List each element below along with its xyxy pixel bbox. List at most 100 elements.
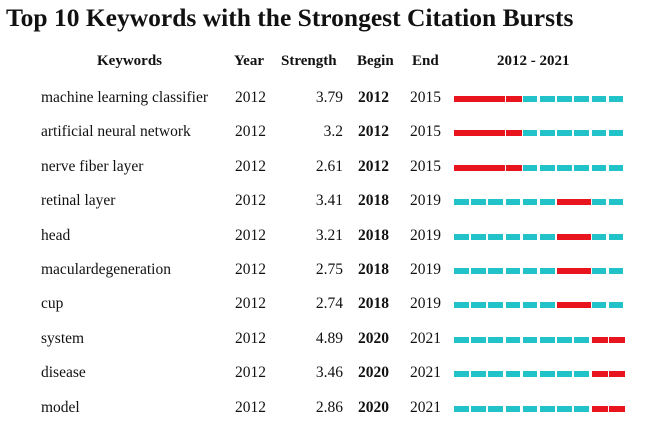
baseline-segment bbox=[505, 302, 521, 309]
keyword-cell: maculardegeneration bbox=[41, 261, 171, 278]
strength-cell: 4.89 bbox=[315, 329, 343, 347]
baseline-segment bbox=[591, 164, 607, 171]
baseline-segment bbox=[574, 336, 590, 343]
burst-timeline bbox=[454, 130, 626, 137]
burst-segment bbox=[471, 164, 488, 171]
strength-cell: 2.75 bbox=[315, 261, 343, 278]
baseline-segment bbox=[591, 268, 607, 274]
baseline-segment bbox=[522, 233, 538, 240]
year-cell: 2012 bbox=[235, 364, 266, 382]
baseline-segment bbox=[522, 199, 538, 206]
burst-segment bbox=[505, 164, 523, 171]
strength-cell: 2.61 bbox=[315, 157, 343, 175]
end-cell: 2015 bbox=[410, 123, 441, 141]
baseline-segment bbox=[505, 268, 521, 274]
year-cell: 2012 bbox=[235, 398, 266, 416]
strength-cell: 3.41 bbox=[315, 192, 343, 210]
table-row: system 2012 4.89 2020 2021 bbox=[0, 325, 671, 359]
table-row: head 2012 3.21 2018 2019 bbox=[0, 222, 671, 256]
baseline-segment bbox=[454, 302, 469, 309]
burst-segment bbox=[471, 96, 488, 102]
baseline-segment bbox=[540, 199, 555, 206]
burst-timeline bbox=[454, 268, 626, 274]
baseline-segment bbox=[471, 405, 486, 412]
burst-segment bbox=[574, 233, 592, 240]
keyword-cell: model bbox=[41, 398, 80, 416]
baseline-segment bbox=[488, 405, 504, 412]
burst-timeline bbox=[454, 199, 626, 206]
baseline-segment bbox=[540, 371, 555, 378]
baseline-segment bbox=[557, 130, 572, 137]
baseline-segment bbox=[522, 371, 538, 378]
baseline-segment bbox=[540, 268, 555, 274]
baseline-segment bbox=[505, 199, 521, 206]
baseline-segment bbox=[471, 233, 486, 240]
begin-cell: 2020 bbox=[358, 398, 389, 416]
baseline-segment bbox=[522, 96, 538, 102]
keyword-cell: nerve fiber layer bbox=[41, 157, 144, 175]
baseline-segment bbox=[471, 371, 486, 378]
baseline-segment bbox=[608, 130, 624, 137]
keyword-cell: system bbox=[41, 329, 85, 347]
begin-cell: 2012 bbox=[358, 157, 389, 175]
strength-cell: 3.46 bbox=[315, 364, 343, 382]
baseline-segment bbox=[591, 96, 607, 102]
burst-segment bbox=[591, 336, 609, 343]
baseline-segment bbox=[488, 268, 504, 274]
burst-segment bbox=[557, 199, 574, 206]
begin-cell: 2020 bbox=[358, 364, 389, 382]
baseline-segment bbox=[505, 405, 521, 412]
keyword-cell: artificial neural network bbox=[41, 123, 191, 141]
baseline-segment bbox=[557, 371, 572, 378]
baseline-segment bbox=[454, 199, 469, 206]
baseline-segment bbox=[557, 405, 572, 412]
table-row: disease 2012 3.46 2020 2021 bbox=[0, 359, 671, 393]
baseline-segment bbox=[608, 268, 624, 274]
baseline-segment bbox=[591, 302, 607, 309]
baseline-segment bbox=[574, 371, 590, 378]
strength-cell: 3.21 bbox=[315, 226, 343, 244]
year-cell: 2012 bbox=[235, 226, 266, 244]
begin-cell: 2012 bbox=[358, 123, 389, 141]
burst-segment bbox=[488, 130, 506, 137]
burst-segment bbox=[591, 371, 609, 378]
year-cell: 2012 bbox=[235, 89, 266, 106]
table-row: retinal layer 2012 3.41 2018 2019 bbox=[0, 187, 671, 221]
baseline-segment bbox=[488, 371, 504, 378]
begin-cell: 2020 bbox=[358, 329, 389, 347]
chart-title: Top 10 Keywords with the Strongest Citat… bbox=[6, 3, 574, 32]
baseline-segment bbox=[454, 336, 469, 343]
end-cell: 2021 bbox=[410, 329, 441, 347]
header-end: End bbox=[412, 53, 439, 69]
baseline-segment bbox=[522, 164, 538, 171]
baseline-segment bbox=[505, 371, 521, 378]
strength-cell: 2.86 bbox=[315, 398, 343, 416]
baseline-segment bbox=[557, 336, 572, 343]
burst-segment bbox=[454, 96, 471, 102]
baseline-segment bbox=[608, 164, 624, 171]
end-cell: 2019 bbox=[410, 226, 441, 244]
year-cell: 2012 bbox=[235, 157, 266, 175]
header-keywords: Keywords bbox=[97, 53, 162, 69]
strength-cell: 2.74 bbox=[315, 295, 343, 313]
baseline-segment bbox=[574, 164, 590, 171]
burst-segment bbox=[574, 199, 592, 206]
table-row: nerve fiber layer 2012 2.61 2012 2015 bbox=[0, 153, 671, 187]
baseline-segment bbox=[505, 233, 521, 240]
baseline-segment bbox=[540, 405, 555, 412]
keyword-cell: cup bbox=[41, 295, 64, 313]
burst-timeline bbox=[454, 405, 626, 412]
year-cell: 2012 bbox=[235, 192, 266, 210]
end-cell: 2015 bbox=[410, 157, 441, 175]
burst-timeline bbox=[454, 164, 626, 171]
begin-cell: 2018 bbox=[358, 226, 389, 244]
burst-timeline bbox=[454, 302, 626, 309]
baseline-segment bbox=[591, 233, 607, 240]
baseline-segment bbox=[540, 233, 555, 240]
end-cell: 2019 bbox=[410, 295, 441, 313]
baseline-segment bbox=[488, 233, 504, 240]
strength-cell: 3.2 bbox=[323, 123, 343, 141]
baseline-segment bbox=[591, 199, 607, 206]
baseline-segment bbox=[557, 164, 572, 171]
burst-segment bbox=[557, 268, 574, 274]
